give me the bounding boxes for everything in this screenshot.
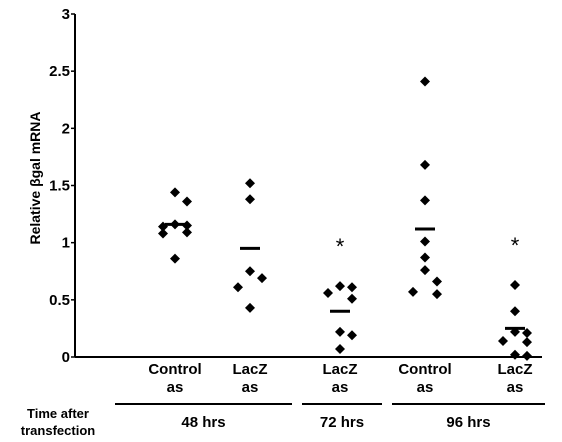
time-label-line1: Time after — [27, 406, 89, 421]
category-label-bottom: as — [417, 379, 434, 396]
category-label-bottom: as — [242, 379, 259, 396]
data-point — [522, 327, 532, 338]
data-point — [158, 228, 168, 239]
data-point — [347, 282, 357, 293]
data-point — [510, 279, 520, 290]
category-label-top: LacZ — [497, 361, 532, 378]
data-point — [420, 252, 430, 263]
data-point — [522, 337, 532, 348]
category-label-top: LacZ — [322, 361, 357, 378]
data-point — [335, 343, 345, 354]
time-groups: 48 hrs 72 hrs 96 hrs — [115, 403, 545, 431]
significance-star: * — [511, 233, 520, 258]
significance-star: * — [336, 234, 345, 259]
category-5-marks: * — [498, 233, 532, 361]
data-point — [420, 195, 430, 206]
data-point — [335, 281, 345, 292]
category-label-top: LacZ — [232, 361, 267, 378]
data-point — [245, 194, 255, 205]
data-point — [323, 287, 333, 298]
category-2-marks — [233, 178, 267, 313]
data-point — [498, 335, 508, 346]
data-point — [182, 227, 192, 238]
category-label-bottom: as — [167, 379, 184, 396]
data-point — [245, 178, 255, 189]
category-label-top: Control — [148, 361, 201, 378]
y-tick-label: 1 — [62, 235, 70, 252]
data-point — [522, 350, 532, 361]
data-point — [432, 289, 442, 300]
data-point — [182, 196, 192, 207]
y-tick-label: 2.5 — [49, 63, 70, 80]
category-label-bottom: as — [332, 379, 349, 396]
data-point — [510, 349, 520, 360]
data-point — [510, 306, 520, 317]
axes — [74, 14, 542, 358]
y-tick-label: 1.5 — [49, 178, 70, 195]
data-point — [245, 266, 255, 277]
category-1-marks — [158, 187, 192, 264]
data-point — [170, 187, 180, 198]
time-label-line2: transfection — [21, 423, 95, 438]
group-label: 96 hrs — [446, 414, 490, 431]
category-4-marks — [408, 76, 442, 300]
data-point — [233, 282, 243, 293]
y-tick-label: 3 — [62, 6, 70, 23]
data-point — [257, 273, 267, 284]
data-marks: * * — [158, 76, 532, 361]
data-point — [170, 253, 180, 264]
category-label-top: Control — [398, 361, 451, 378]
data-point — [347, 293, 357, 304]
y-tick-label: 0 — [62, 349, 70, 366]
data-point — [408, 286, 418, 297]
data-point — [420, 76, 430, 87]
data-point — [335, 326, 345, 337]
y-tick-label: 0.5 — [49, 292, 70, 309]
group-label: 72 hrs — [320, 414, 364, 431]
category-3-marks: * — [323, 234, 357, 354]
group-label: 48 hrs — [181, 414, 225, 431]
category-label-bottom: as — [507, 379, 524, 396]
y-axis-label: Relative βgal mRNA — [27, 111, 43, 244]
data-point — [347, 330, 357, 341]
data-point — [420, 236, 430, 247]
y-tick-label: 2 — [62, 120, 70, 137]
y-ticks: 0 0.5 1 1.5 2 2.5 3 — [49, 6, 75, 366]
data-point — [245, 302, 255, 313]
data-point — [432, 276, 442, 287]
data-point — [420, 265, 430, 276]
data-point — [420, 159, 430, 170]
